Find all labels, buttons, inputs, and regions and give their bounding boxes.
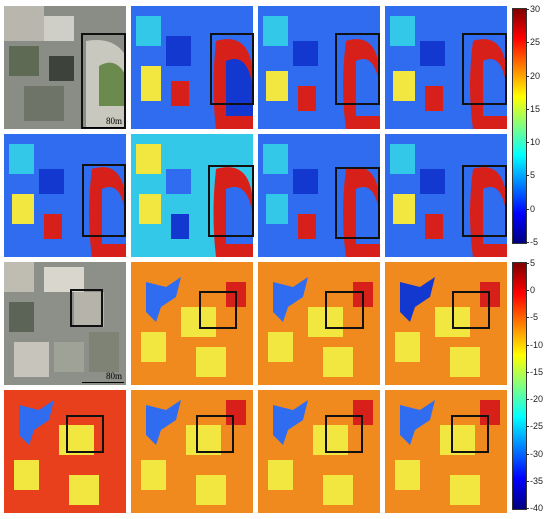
height-map-tile — [131, 390, 253, 513]
highlight-box — [70, 289, 103, 327]
colorbar-top-tick-label: 0 — [530, 203, 536, 214]
colorbar-top-tick-label: 15 — [530, 103, 541, 114]
height-map-tile — [131, 262, 253, 385]
colorbar-bottom-tick-label: -10 — [530, 339, 544, 350]
colorbar-bottom-tick-label: -25 — [530, 421, 544, 432]
highlight-box — [325, 291, 364, 329]
colorbar-bottom-tick-mark — [526, 426, 529, 428]
scale-bar-label: 80m — [105, 116, 122, 126]
colorbar-top-tick-mark — [526, 242, 529, 243]
colorbar-bottom-tick-mark — [526, 290, 529, 292]
highlight-box — [210, 33, 254, 105]
highlight-box — [66, 415, 104, 453]
colorbar-bottom-tick-mark — [526, 263, 529, 264]
colorbar-bottom-tick-mark — [526, 317, 529, 319]
colorbar-top — [512, 8, 527, 244]
colorbar-top-tick-mark — [526, 142, 529, 144]
aerial-photo-stadium — [4, 6, 126, 129]
colorbar-top-tick-mark — [526, 9, 529, 10]
colorbar-top-tick-mark — [526, 175, 529, 177]
colorbar-bottom-tick-mark — [526, 480, 529, 482]
colorbar-top-tick-mark — [526, 108, 529, 110]
colorbar-bottom-tick-label: -35 — [530, 475, 544, 486]
highlight-box — [82, 164, 126, 237]
height-map-tile — [385, 262, 507, 385]
colorbar-bottom-tick-label: -15 — [530, 366, 544, 377]
highlight-box — [335, 167, 380, 239]
colorbar-top-tick-label: 20 — [530, 70, 541, 81]
height-map-tile — [131, 6, 253, 129]
highlight-box — [196, 415, 234, 453]
highlight-box — [81, 33, 126, 129]
colorbar-bottom-tick-mark — [526, 344, 529, 346]
colorbar-bottom — [512, 262, 527, 510]
scale-bar: 80m — [82, 116, 124, 128]
colorbar-top-tick-label: 10 — [530, 137, 541, 148]
colorbar-top-tick-mark — [526, 75, 529, 77]
aerial-photo-city — [4, 262, 126, 385]
colorbar-top-tick-label: 30 — [530, 4, 541, 14]
colorbar-top-tick-label: 5 — [530, 170, 536, 181]
colorbar-bottom-tick-mark — [526, 399, 529, 401]
colorbar-top-tick-label: -5 — [530, 237, 539, 247]
height-map-tile — [258, 6, 380, 129]
colorbar-bottom-tick-mark — [526, 371, 529, 373]
highlight-box — [462, 33, 507, 105]
colorbar-bottom-tick-label: -30 — [530, 448, 544, 459]
colorbar-bottom-tick-label: -40 — [530, 503, 544, 513]
highlight-box — [325, 415, 363, 453]
colorbar-top-tick-mark — [526, 42, 529, 44]
colorbar-top-tick-label: 25 — [530, 37, 541, 48]
scale-bar-label: 80m — [105, 371, 122, 381]
highlight-box — [452, 291, 490, 329]
height-map-tile — [4, 390, 126, 513]
colorbar-bottom-tick-label: 0 — [530, 285, 536, 296]
height-map-tile — [258, 134, 380, 257]
highlight-box — [199, 291, 237, 329]
colorbar-bottom-tick-label: -20 — [530, 394, 544, 405]
highlight-box — [335, 33, 380, 105]
height-map-tile — [385, 6, 507, 129]
colorbar-bottom-tick-mark — [526, 453, 529, 455]
height-map-tile — [258, 262, 380, 385]
colorbar-bottom-tick-label: 5 — [530, 258, 536, 268]
colorbar-bottom-tick-mark — [526, 508, 529, 509]
highlight-box — [462, 165, 507, 237]
highlight-box — [208, 165, 254, 237]
colorbar-bottom-tick-label: -5 — [530, 312, 539, 323]
height-map-tile — [385, 390, 507, 513]
colorbar-top-tick-mark — [526, 208, 529, 210]
scale-bar: 80m — [82, 371, 124, 383]
highlight-box — [451, 415, 489, 453]
